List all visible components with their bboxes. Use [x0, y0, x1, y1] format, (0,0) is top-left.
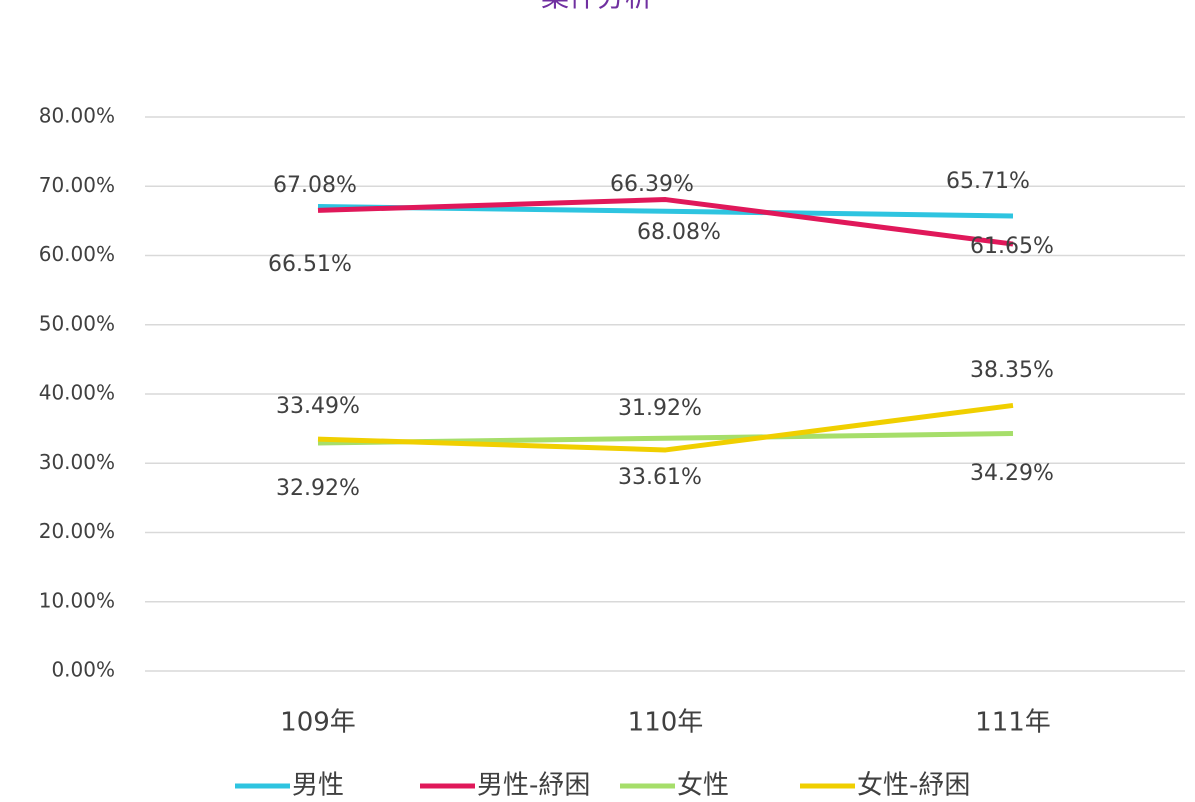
series-line [317, 197, 1014, 247]
data-label: 31.92% [618, 396, 702, 421]
legend-label: 男性-紓困 [477, 771, 590, 801]
data-label: 66.51% [268, 252, 352, 277]
data-label: 33.61% [618, 465, 702, 490]
data-label: 33.49% [276, 394, 360, 419]
data-label: 68.08% [637, 220, 721, 245]
y-tick-label: 30.00% [39, 450, 115, 474]
x-tick-label: 110年 [628, 708, 704, 738]
legend-label: 女性-紓困 [857, 771, 970, 801]
y-tick-label: 50.00% [39, 311, 115, 335]
y-tick-label: 0.00% [51, 658, 115, 682]
data-label: 38.35% [970, 358, 1054, 383]
legend-label: 男性 [292, 771, 344, 801]
y-tick-label: 60.00% [39, 242, 115, 266]
data-label: 67.08% [273, 173, 357, 198]
data-label: 61.65% [970, 234, 1054, 259]
data-label: 34.29% [970, 461, 1054, 486]
x-tick-label: 111年 [975, 708, 1051, 738]
data-label: 32.92% [276, 476, 360, 501]
y-tick-label: 70.00% [39, 173, 115, 197]
chart-title: 案件分析 [541, 0, 653, 13]
series-line [317, 402, 1014, 453]
y-tick-label: 40.00% [39, 381, 115, 405]
legend-label: 女性 [677, 771, 729, 801]
x-tick-label: 109年 [280, 708, 356, 738]
data-label: 65.71% [946, 169, 1030, 194]
y-tick-label: 20.00% [39, 519, 115, 543]
y-tick-label: 80.00% [39, 104, 115, 128]
data-label: 66.39% [610, 172, 694, 197]
y-tick-label: 10.00% [39, 588, 115, 612]
